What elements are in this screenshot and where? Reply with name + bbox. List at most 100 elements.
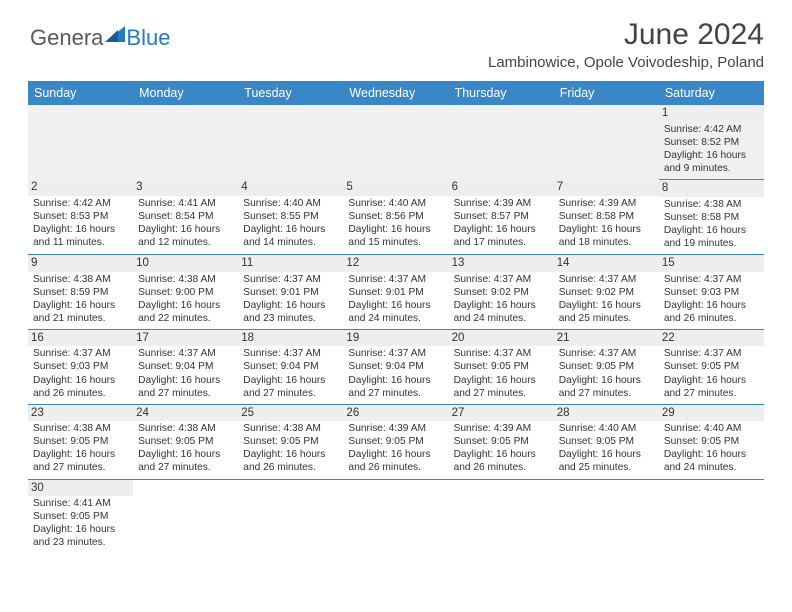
- sunrise-text: Sunrise: 4:38 AM: [664, 198, 759, 211]
- day-number: 11: [238, 255, 343, 272]
- calendar-cell: 16Sunrise: 4:37 AMSunset: 9:03 PMDayligh…: [28, 329, 133, 404]
- calendar-cell: [343, 105, 448, 179]
- day-details: Sunrise: 4:37 AMSunset: 9:04 PMDaylight:…: [137, 347, 234, 399]
- day-number: 21: [554, 330, 659, 347]
- day-number: 1: [659, 105, 764, 122]
- sunset-text: Sunset: 9:03 PM: [33, 360, 128, 373]
- sunrise-text: Sunrise: 4:39 AM: [559, 197, 654, 210]
- daylight-text: Daylight: 16 hours and 19 minutes.: [664, 224, 759, 250]
- sunset-text: Sunset: 9:04 PM: [243, 360, 338, 373]
- daylight-text: Daylight: 16 hours and 26 minutes.: [348, 448, 443, 474]
- calendar-cell: 26Sunrise: 4:39 AMSunset: 9:05 PMDayligh…: [343, 404, 448, 479]
- daylight-text: Daylight: 16 hours and 21 minutes.: [33, 299, 128, 325]
- logo-text-general: Genera: [30, 25, 103, 51]
- sunrise-text: Sunrise: 4:41 AM: [33, 497, 128, 510]
- calendar-cell: 21Sunrise: 4:37 AMSunset: 9:05 PMDayligh…: [554, 329, 659, 404]
- calendar-cell: 19Sunrise: 4:37 AMSunset: 9:04 PMDayligh…: [343, 329, 448, 404]
- day-details: Sunrise: 4:42 AMSunset: 8:53 PMDaylight:…: [32, 197, 129, 249]
- calendar-cell: 6Sunrise: 4:39 AMSunset: 8:57 PMDaylight…: [449, 179, 554, 254]
- sunset-text: Sunset: 8:58 PM: [559, 210, 654, 223]
- sunrise-text: Sunrise: 4:37 AM: [243, 347, 338, 360]
- sunrise-text: Sunrise: 4:38 AM: [33, 273, 128, 286]
- sunrise-text: Sunrise: 4:37 AM: [33, 347, 128, 360]
- calendar-body: 1Sunrise: 4:42 AMSunset: 8:52 PMDaylight…: [28, 105, 764, 553]
- day-number: 20: [449, 330, 554, 347]
- daylight-text: Daylight: 16 hours and 24 minutes.: [664, 448, 759, 474]
- logo-text-blue: Blue: [126, 25, 170, 51]
- calendar-cell: 11Sunrise: 4:37 AMSunset: 9:01 PMDayligh…: [238, 254, 343, 329]
- sunrise-text: Sunrise: 4:38 AM: [138, 273, 233, 286]
- calendar-cell: 27Sunrise: 4:39 AMSunset: 9:05 PMDayligh…: [449, 404, 554, 479]
- calendar-cell: 20Sunrise: 4:37 AMSunset: 9:05 PMDayligh…: [449, 329, 554, 404]
- calendar-cell: [554, 479, 659, 553]
- calendar-cell: 18Sunrise: 4:37 AMSunset: 9:04 PMDayligh…: [238, 329, 343, 404]
- daylight-text: Daylight: 16 hours and 17 minutes.: [454, 223, 549, 249]
- daylight-text: Daylight: 16 hours and 27 minutes.: [138, 448, 233, 474]
- day-number: 22: [659, 330, 764, 347]
- calendar-cell: 22Sunrise: 4:37 AMSunset: 9:05 PMDayligh…: [659, 329, 764, 404]
- day-number: 26: [343, 405, 448, 422]
- calendar-cell: 13Sunrise: 4:37 AMSunset: 9:02 PMDayligh…: [449, 254, 554, 329]
- daylight-text: Daylight: 16 hours and 27 minutes.: [664, 374, 759, 400]
- sunset-text: Sunset: 9:01 PM: [243, 286, 338, 299]
- day-details: Sunrise: 4:41 AMSunset: 8:54 PMDaylight:…: [137, 197, 234, 249]
- day-number: 15: [659, 255, 764, 272]
- calendar-cell: 2Sunrise: 4:42 AMSunset: 8:53 PMDaylight…: [28, 179, 133, 254]
- header: Genera Blue June 2024 Lambinowice, Opole…: [0, 0, 792, 77]
- day-number: 9: [28, 255, 133, 272]
- logo-triangle-icon: [105, 24, 125, 47]
- sunrise-text: Sunrise: 4:37 AM: [454, 273, 549, 286]
- day-number: 2: [28, 179, 133, 196]
- sunset-text: Sunset: 9:04 PM: [348, 360, 443, 373]
- location-text: Lambinowice, Opole Voivodeship, Poland: [488, 54, 764, 71]
- daylight-text: Daylight: 16 hours and 23 minutes.: [33, 523, 128, 549]
- sunrise-text: Sunrise: 4:40 AM: [348, 197, 443, 210]
- sunset-text: Sunset: 9:05 PM: [138, 435, 233, 448]
- day-number: 6: [449, 179, 554, 196]
- sunrise-text: Sunrise: 4:40 AM: [664, 422, 759, 435]
- sunrise-text: Sunrise: 4:37 AM: [664, 347, 759, 360]
- sunset-text: Sunset: 8:54 PM: [138, 210, 233, 223]
- day-number: 24: [133, 405, 238, 422]
- day-details: Sunrise: 4:39 AMSunset: 9:05 PMDaylight:…: [347, 422, 444, 474]
- daylight-text: Daylight: 16 hours and 27 minutes.: [454, 374, 549, 400]
- day-details: Sunrise: 4:41 AMSunset: 9:05 PMDaylight:…: [32, 497, 129, 549]
- calendar-cell: [659, 479, 764, 553]
- calendar-row: 1Sunrise: 4:42 AMSunset: 8:52 PMDaylight…: [28, 105, 764, 179]
- calendar-cell: [449, 479, 554, 553]
- day-number: 7: [554, 179, 659, 196]
- day-details: Sunrise: 4:38 AMSunset: 8:59 PMDaylight:…: [32, 273, 129, 325]
- sunrise-text: Sunrise: 4:37 AM: [559, 273, 654, 286]
- day-number: 10: [133, 255, 238, 272]
- daylight-text: Daylight: 16 hours and 22 minutes.: [138, 299, 233, 325]
- sunrise-text: Sunrise: 4:37 AM: [559, 347, 654, 360]
- day-number: 27: [449, 405, 554, 422]
- day-details: Sunrise: 4:37 AMSunset: 9:05 PMDaylight:…: [558, 347, 655, 399]
- day-number: 19: [343, 330, 448, 347]
- daylight-text: Daylight: 16 hours and 27 minutes.: [559, 374, 654, 400]
- sunset-text: Sunset: 8:55 PM: [243, 210, 338, 223]
- day-details: Sunrise: 4:37 AMSunset: 9:02 PMDaylight:…: [453, 273, 550, 325]
- sunset-text: Sunset: 8:52 PM: [664, 136, 759, 149]
- day-details: Sunrise: 4:38 AMSunset: 9:05 PMDaylight:…: [137, 422, 234, 474]
- sunset-text: Sunset: 9:04 PM: [138, 360, 233, 373]
- calendar-cell: 9Sunrise: 4:38 AMSunset: 8:59 PMDaylight…: [28, 254, 133, 329]
- sunset-text: Sunset: 8:57 PM: [454, 210, 549, 223]
- daylight-text: Daylight: 16 hours and 27 minutes.: [33, 448, 128, 474]
- day-details: Sunrise: 4:37 AMSunset: 9:03 PMDaylight:…: [663, 273, 760, 325]
- day-number: 28: [554, 405, 659, 422]
- sunrise-text: Sunrise: 4:40 AM: [559, 422, 654, 435]
- day-details: Sunrise: 4:37 AMSunset: 9:03 PMDaylight:…: [32, 347, 129, 399]
- daylight-text: Daylight: 16 hours and 23 minutes.: [243, 299, 338, 325]
- day-details: Sunrise: 4:37 AMSunset: 9:01 PMDaylight:…: [347, 273, 444, 325]
- day-details: Sunrise: 4:37 AMSunset: 9:05 PMDaylight:…: [663, 347, 760, 399]
- sunset-text: Sunset: 9:05 PM: [559, 360, 654, 373]
- calendar-cell: [449, 105, 554, 179]
- sunset-text: Sunset: 9:05 PM: [559, 435, 654, 448]
- logo: Genera Blue: [30, 24, 170, 51]
- calendar-cell: [133, 105, 238, 179]
- weekday-header: Wednesday: [343, 81, 448, 105]
- daylight-text: Daylight: 16 hours and 15 minutes.: [348, 223, 443, 249]
- day-number: 18: [238, 330, 343, 347]
- sunset-text: Sunset: 9:05 PM: [33, 435, 128, 448]
